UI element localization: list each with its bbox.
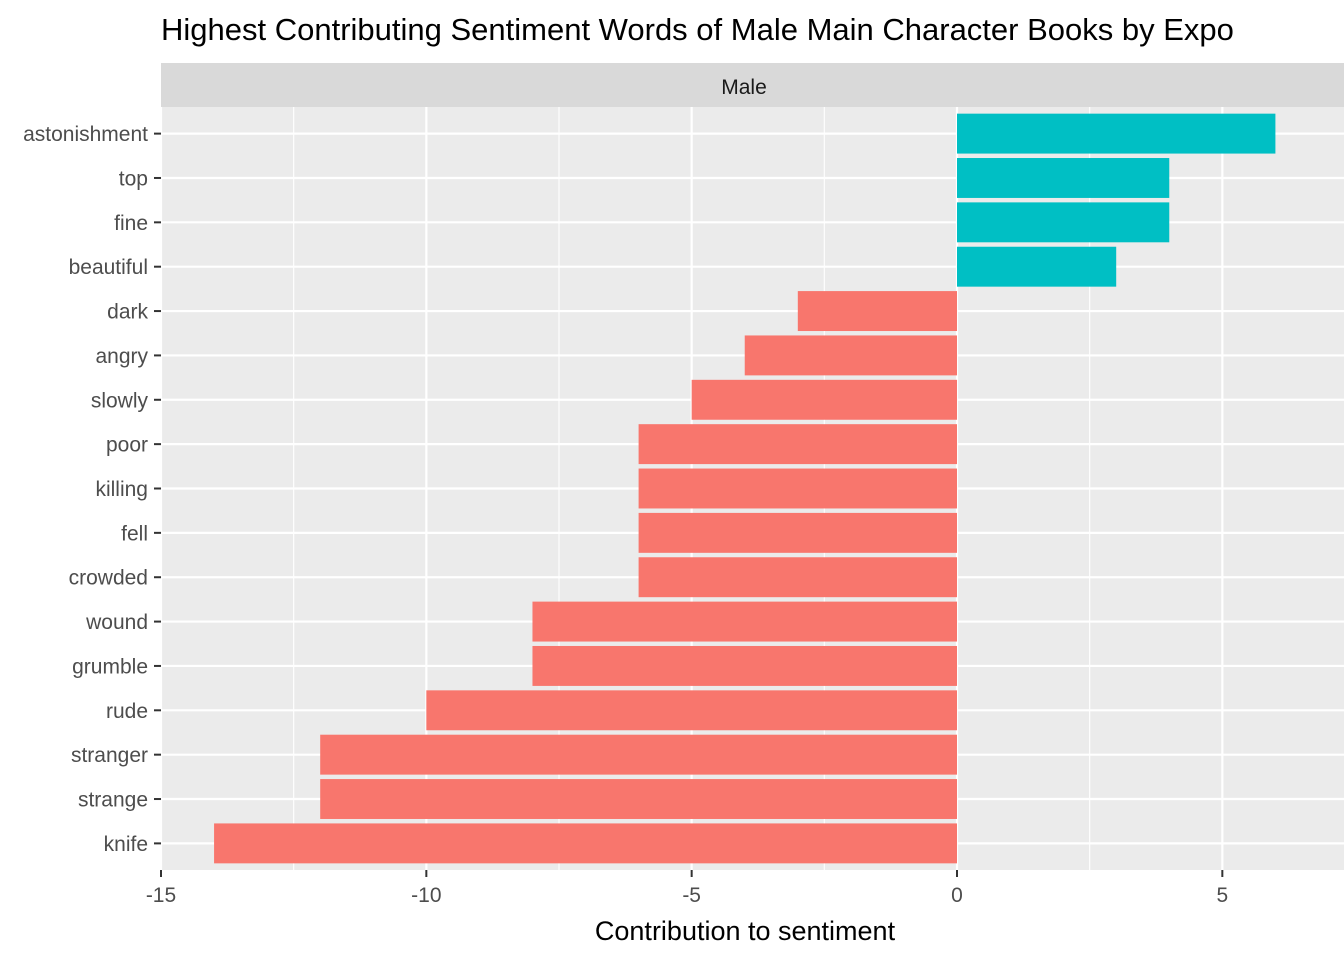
bar-astonishment [957, 113, 1276, 154]
bar-knife [214, 823, 958, 864]
x-tick-label: 5 [1216, 884, 1228, 907]
y-tick-label: slowly [91, 389, 149, 412]
y-tick-label: beautiful [69, 256, 148, 279]
x-tick-label: -10 [411, 884, 441, 907]
bar-wound [532, 601, 957, 642]
bar-grumble [532, 645, 957, 686]
y-tick-label: fine [114, 212, 148, 235]
y-tick-label: fell [121, 522, 148, 545]
y-tick-label: dark [107, 301, 148, 324]
bar-angry [744, 335, 957, 376]
y-tick-label: crowded [69, 567, 148, 590]
y-tick-label: poor [106, 434, 148, 457]
y-tick-label: knife [104, 833, 148, 856]
y-tick-label: strange [78, 789, 148, 812]
y-tick-label: wound [85, 611, 148, 634]
y-tick-label: astonishment [23, 123, 148, 146]
x-axis: -15 -10 -5 0 5 [146, 870, 1228, 907]
bar-crowded [638, 557, 957, 598]
bar-fell [638, 512, 957, 553]
y-tick-label: grumble [72, 655, 148, 678]
y-tick-label: killing [95, 478, 148, 501]
bars-layer [214, 113, 1276, 864]
x-tick-label: -5 [682, 884, 701, 907]
bar-dark [797, 291, 957, 332]
x-axis-title: Contribution to sentiment [595, 916, 896, 946]
bar-rude [426, 690, 957, 731]
x-tick-label: 0 [951, 884, 963, 907]
bar-poor [638, 424, 957, 465]
bar-beautiful [957, 246, 1117, 287]
y-tick-label: rude [106, 700, 148, 723]
bar-stranger [320, 734, 957, 775]
bar-slowly [691, 379, 957, 420]
bar-fine [957, 202, 1170, 243]
facet-strip [161, 63, 1344, 107]
facet-strip-label: Male [721, 76, 767, 99]
y-tick-label: angry [95, 345, 148, 368]
bar-killing [638, 468, 957, 509]
y-tick-label: top [119, 167, 148, 190]
y-tick-label: stranger [71, 744, 148, 767]
bar-top [957, 158, 1170, 198]
y-axis: astonishment top fine beautiful dark angry slo… [23, 123, 161, 856]
bar-strange [320, 779, 957, 819]
chart-title: Highest Contributing Sentiment Words of … [161, 12, 1234, 47]
x-tick-label: -15 [146, 884, 176, 907]
